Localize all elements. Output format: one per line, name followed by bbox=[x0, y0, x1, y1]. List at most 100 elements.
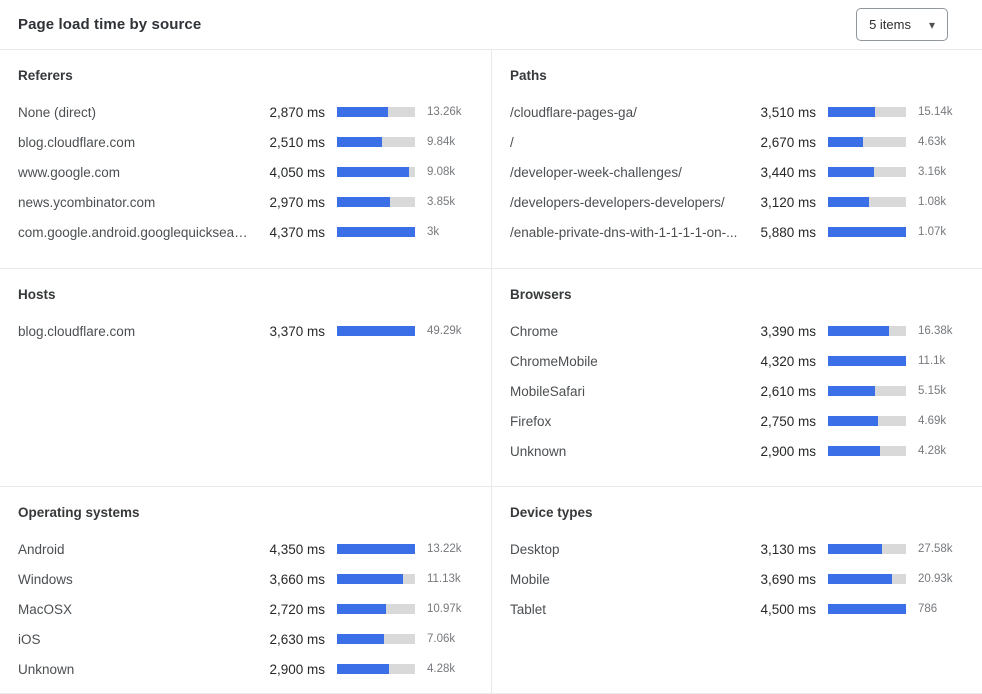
metric-row[interactable]: Tablet 4,500 ms 786 bbox=[510, 594, 964, 624]
row-label: Unknown bbox=[18, 661, 75, 677]
row-label: / bbox=[510, 134, 514, 150]
row-label: /developers-developers-developers/ bbox=[510, 194, 725, 210]
row-bar-fill bbox=[337, 604, 386, 614]
row-load-time: 4,370 ms bbox=[269, 224, 325, 240]
panel-title: Browsers bbox=[510, 287, 572, 302]
row-bar-fill bbox=[828, 446, 881, 456]
row-load-time: 4,050 ms bbox=[269, 164, 325, 180]
metric-row[interactable]: iOS 2,630 ms 7.06k bbox=[18, 624, 473, 654]
row-bar-fill bbox=[337, 167, 410, 177]
metric-row[interactable]: blog.cloudflare.com 3,370 ms 49.29k bbox=[18, 316, 473, 346]
metric-row[interactable]: Android 4,350 ms 13.22k bbox=[18, 534, 473, 564]
row-count: 13.22k bbox=[427, 543, 462, 555]
metric-row[interactable]: /developers-developers-developers/ 3,120… bbox=[510, 187, 964, 217]
row-count: 49.29k bbox=[427, 325, 462, 337]
metric-panel: Paths /cloudflare-pages-ga/ 3,510 ms 15.… bbox=[491, 50, 982, 268]
row-load-time: 4,320 ms bbox=[760, 353, 816, 369]
row-load-time: 2,750 ms bbox=[760, 413, 816, 429]
row-bar-fill bbox=[828, 137, 864, 147]
row-bar-track bbox=[828, 227, 906, 237]
row-bar-track bbox=[828, 574, 906, 584]
metric-row[interactable]: www.google.com 4,050 ms 9.08k bbox=[18, 157, 473, 187]
metric-row[interactable]: Unknown 2,900 ms 4.28k bbox=[18, 654, 473, 684]
row-count: 4.28k bbox=[427, 663, 456, 675]
metric-row[interactable]: com.google.android.googlequicksearc... 4… bbox=[18, 217, 473, 247]
row-label: Mobile bbox=[510, 571, 550, 587]
row-load-time: 3,370 ms bbox=[269, 323, 325, 339]
row-bar-fill bbox=[828, 544, 883, 554]
metric-row[interactable]: Unknown 2,900 ms 4.28k bbox=[510, 436, 964, 466]
row-load-time: 2,720 ms bbox=[269, 601, 325, 617]
panel-title: Device types bbox=[510, 505, 593, 520]
items-count-dropdown[interactable]: 5 items ▾ bbox=[856, 8, 948, 41]
metric-row[interactable]: ChromeMobile 4,320 ms 11.1k bbox=[510, 346, 964, 376]
row-label: blog.cloudflare.com bbox=[18, 323, 136, 339]
metric-panel: Browsers Chrome 3,390 ms 16.38k ChromeMo… bbox=[491, 268, 982, 486]
row-bar-fill bbox=[337, 574, 403, 584]
panel-rows: blog.cloudflare.com 3,370 ms 49.29k bbox=[18, 316, 473, 346]
row-bar-fill bbox=[337, 544, 415, 554]
row-load-time: 3,660 ms bbox=[269, 571, 325, 587]
row-bar-fill bbox=[828, 356, 906, 366]
metric-panel: Referers None (direct) 2,870 ms 13.26k b… bbox=[0, 50, 491, 268]
metric-row[interactable]: /developer-week-challenges/ 3,440 ms 3.1… bbox=[510, 157, 964, 187]
metric-row[interactable]: MacOSX 2,720 ms 10.97k bbox=[18, 594, 473, 624]
metric-row[interactable]: Chrome 3,390 ms 16.38k bbox=[510, 316, 964, 346]
row-bar-fill bbox=[337, 634, 385, 644]
header: Page load time by source 5 items ▾ bbox=[0, 0, 982, 50]
row-count: 15.14k bbox=[918, 106, 953, 118]
row-bar-fill bbox=[828, 386, 876, 396]
row-label: Tablet bbox=[510, 601, 547, 617]
row-count: 3k bbox=[427, 226, 440, 238]
row-bar-track bbox=[337, 664, 415, 674]
metric-panel: Device types Desktop 3,130 ms 27.58k Mob… bbox=[491, 486, 982, 694]
row-bar-fill bbox=[337, 197, 391, 207]
row-bar-track bbox=[828, 446, 906, 456]
metric-row[interactable]: Firefox 2,750 ms 4.69k bbox=[510, 406, 964, 436]
row-label: www.google.com bbox=[18, 164, 121, 180]
row-bar-fill bbox=[337, 664, 390, 674]
row-bar-fill bbox=[828, 167, 874, 177]
row-bar-track bbox=[337, 227, 415, 237]
metric-row[interactable]: news.ycombinator.com 2,970 ms 3.85k bbox=[18, 187, 473, 217]
row-load-time: 3,390 ms bbox=[760, 323, 816, 339]
row-label: Desktop bbox=[510, 541, 560, 557]
row-label: None (direct) bbox=[18, 104, 97, 120]
metric-row[interactable]: /cloudflare-pages-ga/ 3,510 ms 15.14k bbox=[510, 97, 964, 127]
row-bar-track bbox=[337, 167, 415, 177]
row-label: MobileSafari bbox=[510, 383, 586, 399]
row-label: blog.cloudflare.com bbox=[18, 134, 136, 150]
row-count: 9.08k bbox=[427, 166, 456, 178]
row-load-time: 3,120 ms bbox=[760, 194, 816, 210]
metric-row[interactable]: Windows 3,660 ms 11.13k bbox=[18, 564, 473, 594]
panel-title: Paths bbox=[510, 68, 547, 83]
metric-row[interactable]: None (direct) 2,870 ms 13.26k bbox=[18, 97, 473, 127]
row-load-time: 2,870 ms bbox=[269, 104, 325, 120]
row-load-time: 2,900 ms bbox=[760, 443, 816, 459]
row-label: com.google.android.googlequicksearc... bbox=[18, 224, 251, 240]
row-bar-fill bbox=[337, 137, 382, 147]
row-bar-fill bbox=[828, 107, 875, 117]
row-label: ChromeMobile bbox=[510, 353, 598, 369]
metric-row[interactable]: /enable-private-dns-with-1-1-1-1-on-... … bbox=[510, 217, 964, 247]
items-count-value: 5 items bbox=[869, 17, 911, 32]
row-load-time: 5,880 ms bbox=[760, 224, 816, 240]
row-count: 5.15k bbox=[918, 385, 947, 397]
row-count: 3.16k bbox=[918, 166, 947, 178]
metric-row[interactable]: Mobile 3,690 ms 20.93k bbox=[510, 564, 964, 594]
panel-rows: None (direct) 2,870 ms 13.26k blog.cloud… bbox=[18, 97, 473, 247]
metric-row[interactable]: blog.cloudflare.com 2,510 ms 9.84k bbox=[18, 127, 473, 157]
row-count: 4.69k bbox=[918, 415, 947, 427]
panel-rows: Desktop 3,130 ms 27.58k Mobile 3,690 ms … bbox=[510, 534, 964, 624]
panel-title: Operating systems bbox=[18, 505, 140, 520]
metric-row[interactable]: / 2,670 ms 4.63k bbox=[510, 127, 964, 157]
row-bar-track bbox=[337, 107, 415, 117]
panels-grid: Referers None (direct) 2,870 ms 13.26k b… bbox=[0, 50, 982, 694]
metric-row[interactable]: Desktop 3,130 ms 27.58k bbox=[510, 534, 964, 564]
row-bar-track bbox=[828, 197, 906, 207]
row-bar-fill bbox=[828, 197, 870, 207]
row-bar-track bbox=[337, 574, 415, 584]
row-label: /enable-private-dns-with-1-1-1-1-on-... bbox=[510, 224, 738, 240]
metric-row[interactable]: MobileSafari 2,610 ms 5.15k bbox=[510, 376, 964, 406]
row-label: Unknown bbox=[510, 443, 567, 459]
